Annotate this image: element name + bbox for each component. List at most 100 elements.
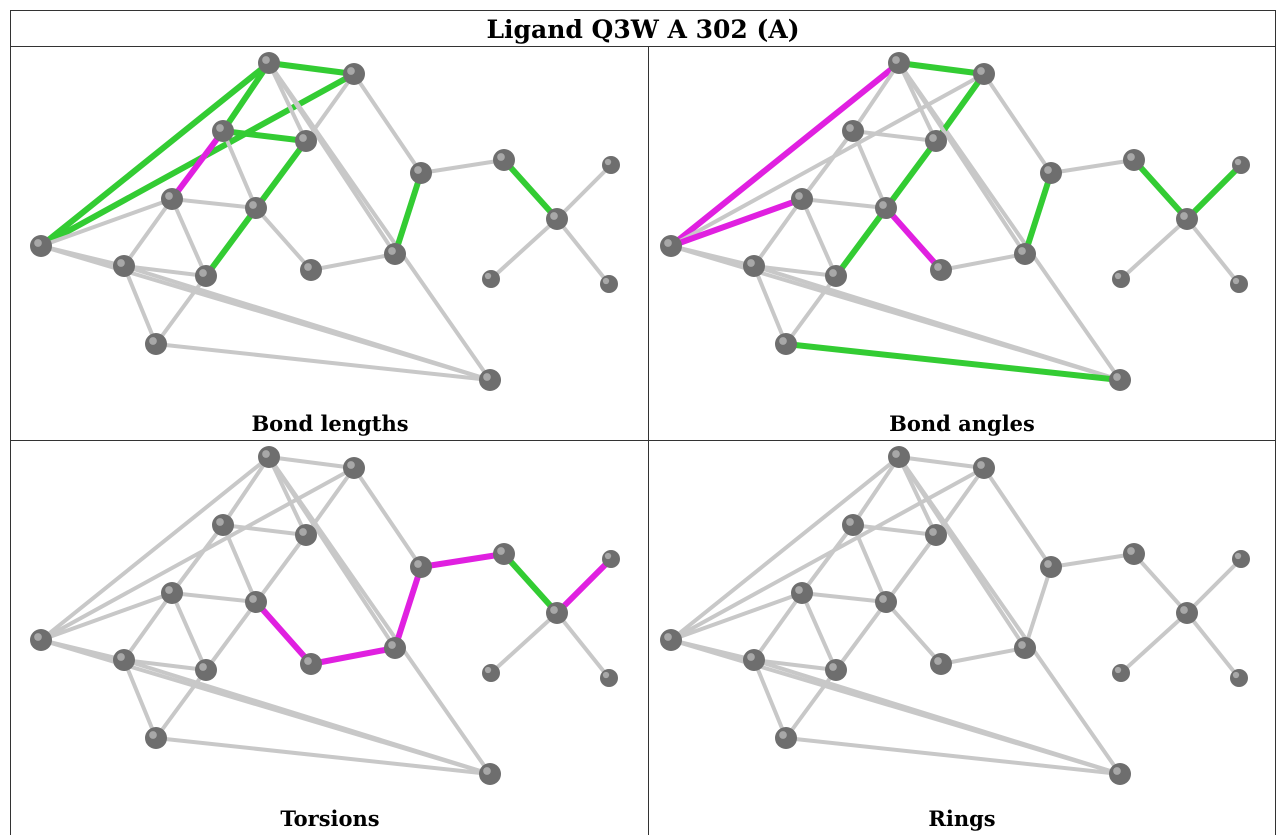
bond xyxy=(39,466,356,642)
atom xyxy=(842,120,864,142)
atom-highlight xyxy=(249,595,257,603)
atom-highlight xyxy=(550,606,558,614)
atom xyxy=(482,664,500,682)
atom xyxy=(479,369,501,391)
bond xyxy=(392,170,424,257)
atom-highlight xyxy=(879,201,887,209)
atom-highlight xyxy=(484,666,492,674)
atom-highlight xyxy=(34,239,42,247)
bond xyxy=(418,551,507,570)
bond xyxy=(800,129,855,201)
atom-highlight xyxy=(484,272,492,280)
atom-highlight xyxy=(388,247,396,255)
bond xyxy=(896,60,987,77)
atom xyxy=(602,550,620,568)
atom xyxy=(825,659,847,681)
bond xyxy=(1049,158,1136,175)
bond xyxy=(170,197,208,278)
atom xyxy=(1123,149,1145,171)
caption-rings: Rings xyxy=(928,806,996,831)
atom-highlight xyxy=(199,269,207,277)
bond xyxy=(897,455,1027,650)
atom-highlight xyxy=(795,192,803,200)
atom-highlight xyxy=(977,67,985,75)
atom xyxy=(546,208,568,230)
bond xyxy=(752,658,838,672)
bond xyxy=(267,61,308,143)
atom-highlight xyxy=(795,586,803,594)
panel-bond-angles: Bond angles xyxy=(649,47,1278,439)
atom xyxy=(842,514,864,536)
bond xyxy=(669,466,986,642)
atom xyxy=(1040,162,1062,184)
bond xyxy=(1185,557,1243,615)
atom-highlight xyxy=(1234,158,1242,166)
bond xyxy=(122,264,158,346)
atom xyxy=(30,235,52,257)
panel-rings: Rings xyxy=(649,441,1278,833)
atom xyxy=(1014,637,1036,659)
atom xyxy=(1176,602,1198,624)
molecule-rings xyxy=(660,446,1250,785)
bond xyxy=(752,658,788,740)
bond xyxy=(392,564,424,651)
atom xyxy=(258,446,280,468)
bond xyxy=(939,646,1027,666)
bond xyxy=(352,466,423,569)
atom-highlight xyxy=(483,373,491,381)
atom-highlight xyxy=(1180,606,1188,614)
atom-highlight xyxy=(747,653,755,661)
bond xyxy=(668,196,805,249)
bond xyxy=(352,72,423,175)
atom xyxy=(1232,156,1250,174)
atom xyxy=(245,197,267,219)
atom xyxy=(660,235,682,257)
panel-torsions: Torsions xyxy=(11,441,649,833)
atom xyxy=(875,591,897,613)
atom xyxy=(295,130,317,152)
atom-highlight xyxy=(664,239,672,247)
atom-highlight xyxy=(216,124,224,132)
bond xyxy=(1119,611,1189,675)
atom xyxy=(161,582,183,604)
bond xyxy=(939,252,1027,272)
atom-highlight xyxy=(165,586,173,594)
atom xyxy=(1176,208,1198,230)
atom xyxy=(384,637,406,659)
bond xyxy=(982,466,1053,569)
bond xyxy=(267,455,308,537)
atom xyxy=(161,188,183,210)
bond xyxy=(220,60,272,134)
atom-highlight xyxy=(1044,560,1052,568)
atom xyxy=(113,649,135,671)
atom xyxy=(600,669,618,687)
bond xyxy=(1023,565,1053,650)
atom-highlight xyxy=(347,67,355,75)
atom xyxy=(875,197,897,219)
bond xyxy=(39,197,174,248)
bond xyxy=(555,163,613,221)
atom xyxy=(930,653,952,675)
bond xyxy=(851,61,901,133)
bond xyxy=(169,128,226,202)
bond xyxy=(308,645,398,667)
atom xyxy=(195,659,217,681)
atom xyxy=(145,333,167,355)
atom xyxy=(295,524,317,546)
atom xyxy=(1112,270,1130,288)
atom xyxy=(791,188,813,210)
bond xyxy=(122,264,208,278)
bond xyxy=(1185,217,1241,286)
bond xyxy=(1131,157,1190,222)
atom-highlight xyxy=(846,518,854,526)
bond xyxy=(784,736,1122,776)
atom xyxy=(1230,669,1248,687)
bond xyxy=(884,600,943,666)
molecule-torsions xyxy=(30,446,620,785)
bond xyxy=(555,217,611,286)
atom xyxy=(384,243,406,265)
atom-highlight xyxy=(249,201,257,209)
bond xyxy=(170,197,258,210)
atom-highlight xyxy=(262,450,270,458)
bond xyxy=(800,197,888,210)
